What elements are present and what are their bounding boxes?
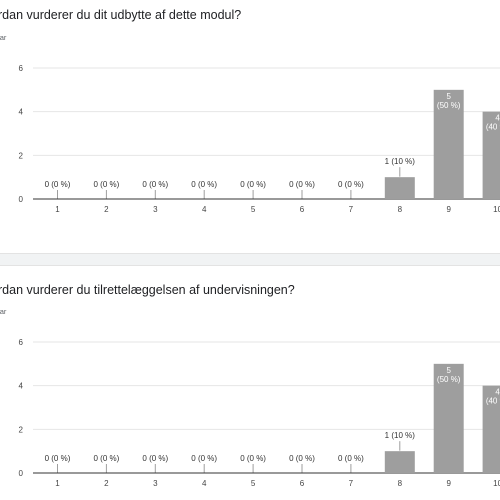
y-tick-label: 0 <box>19 195 24 204</box>
y-tick-label: 0 <box>19 469 24 478</box>
data-label: (40 %) <box>486 123 500 132</box>
data-label-bg <box>283 179 321 189</box>
bar-chart: 0 2 4 6 1 0 (0 %) 2 0 (0 %) 3 0 (0 %) 4 0 (0 %) 5 0 (… <box>19 338 500 488</box>
x-tick-label: 3 <box>153 205 158 214</box>
data-label-bg <box>379 156 421 167</box>
question-card-2: rdan vurderer du tilrettelæggelsen af un… <box>0 266 500 500</box>
bar <box>433 89 464 199</box>
data-label: 0 (0 %) <box>45 180 71 189</box>
data-label: 0 (0 %) <box>289 180 315 189</box>
x-tick-label: 9 <box>446 479 451 488</box>
x-tick-label: 10 <box>493 479 500 488</box>
data-label: 1 (10 %) <box>385 157 416 166</box>
data-label: 0 (0 %) <box>142 180 168 189</box>
y-tick-label: 4 <box>19 108 24 117</box>
x-tick-label: 7 <box>349 479 354 488</box>
data-label-bg <box>379 430 421 441</box>
response-count: var <box>0 307 7 316</box>
data-label: 4 <box>495 388 500 397</box>
data-label: 0 (0 %) <box>191 180 217 189</box>
data-label: (50 %) <box>437 375 461 384</box>
x-tick-label: 2 <box>104 205 109 214</box>
data-label: 0 (0 %) <box>289 454 315 463</box>
data-label-bg <box>186 179 223 189</box>
question-card-1: rdan vurderer du dit udbytte af dette mo… <box>0 8 500 214</box>
data-label: 0 (0 %) <box>240 180 266 189</box>
x-tick-label: 3 <box>153 479 158 488</box>
x-tick-label: 7 <box>349 205 354 214</box>
data-label: 1 (10 %) <box>385 431 416 440</box>
data-label-bg <box>88 179 125 189</box>
data-label: 0 (0 %) <box>142 454 168 463</box>
y-tick-label: 6 <box>19 64 24 73</box>
data-label: 0 (0 %) <box>45 454 71 463</box>
data-label-bg <box>137 179 174 189</box>
data-label: (50 %) <box>437 101 461 110</box>
y-tick-label: 6 <box>19 338 24 347</box>
bar-chart: 0 2 4 6 1 0 (0 %) 2 0 (0 %) 3 0 (0 %) 4 0 (0 %) 5 0 (… <box>19 64 500 214</box>
question-title: rdan vurderer du tilrettelæggelsen af un… <box>0 283 295 297</box>
x-tick-label: 2 <box>104 479 109 488</box>
x-tick-label: 8 <box>398 479 403 488</box>
response-count: var <box>0 33 7 42</box>
data-label: 5 <box>446 92 451 101</box>
data-label: 0 (0 %) <box>338 180 364 189</box>
data-label: 4 <box>495 114 500 123</box>
data-label-bg <box>186 453 223 463</box>
x-tick-label: 6 <box>300 205 305 214</box>
data-label-bg <box>283 453 321 463</box>
data-label: (40 %) <box>486 397 500 406</box>
data-label: 0 (0 %) <box>94 454 120 463</box>
data-label-bg <box>332 179 369 189</box>
data-label: 5 <box>446 366 451 375</box>
x-tick-label: 9 <box>446 205 451 214</box>
x-tick-label: 1 <box>55 479 60 488</box>
x-tick-label: 6 <box>300 479 305 488</box>
data-label: 0 (0 %) <box>94 180 120 189</box>
x-tick-label: 5 <box>251 479 256 488</box>
x-tick-label: 1 <box>55 205 60 214</box>
y-tick-label: 2 <box>19 151 24 160</box>
bar <box>384 451 415 473</box>
data-label-bg <box>332 453 369 463</box>
data-label-bg <box>88 453 125 463</box>
y-tick-label: 4 <box>19 382 24 391</box>
bar <box>384 177 415 199</box>
data-label: 0 (0 %) <box>338 454 364 463</box>
question-title: rdan vurderer du dit udbytte af dette mo… <box>0 8 242 22</box>
x-tick-label: 4 <box>202 205 207 214</box>
bar <box>482 111 500 199</box>
data-label-bg <box>235 453 272 463</box>
bar <box>433 363 464 473</box>
x-tick-label: 5 <box>251 205 256 214</box>
data-label-bg <box>235 179 272 189</box>
y-tick-label: 2 <box>19 425 24 434</box>
data-label: 0 (0 %) <box>191 454 217 463</box>
data-label: 0 (0 %) <box>240 454 266 463</box>
x-tick-label: 8 <box>398 205 403 214</box>
data-label-bg <box>39 179 76 189</box>
data-label-bg <box>137 453 174 463</box>
bar <box>482 385 500 473</box>
x-tick-label: 4 <box>202 479 207 488</box>
x-tick-label: 10 <box>493 205 500 214</box>
data-label-bg <box>39 453 76 463</box>
section-divider <box>0 253 500 266</box>
